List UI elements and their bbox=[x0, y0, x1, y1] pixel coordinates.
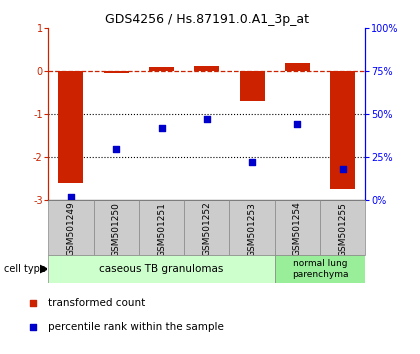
Point bbox=[203, 116, 210, 122]
Bar bbox=[285, 63, 310, 71]
Point bbox=[294, 122, 301, 127]
Point bbox=[339, 166, 346, 172]
Point bbox=[68, 194, 74, 199]
Bar bbox=[275, 255, 365, 283]
Bar bbox=[58, 71, 84, 183]
Bar bbox=[149, 67, 174, 71]
Text: GSM501250: GSM501250 bbox=[112, 202, 121, 257]
Bar bbox=[320, 200, 365, 255]
Bar bbox=[104, 71, 129, 73]
Bar bbox=[184, 200, 229, 255]
Text: caseous TB granulomas: caseous TB granulomas bbox=[100, 264, 224, 274]
Point bbox=[113, 146, 120, 152]
Title: GDS4256 / Hs.87191.0.A1_3p_at: GDS4256 / Hs.87191.0.A1_3p_at bbox=[105, 13, 309, 26]
Text: transformed count: transformed count bbox=[48, 298, 145, 308]
Polygon shape bbox=[40, 266, 47, 273]
Bar bbox=[194, 66, 219, 71]
Bar bbox=[94, 200, 139, 255]
Bar bbox=[240, 71, 265, 101]
Text: GSM501255: GSM501255 bbox=[338, 202, 347, 257]
Text: GSM501251: GSM501251 bbox=[157, 202, 166, 257]
Point bbox=[29, 325, 36, 330]
Bar bbox=[139, 200, 184, 255]
Text: GSM501254: GSM501254 bbox=[293, 202, 302, 256]
Point bbox=[158, 125, 165, 131]
Text: GSM501249: GSM501249 bbox=[66, 202, 76, 256]
Point bbox=[249, 159, 255, 165]
Text: percentile rank within the sample: percentile rank within the sample bbox=[48, 322, 224, 332]
Bar bbox=[48, 255, 275, 283]
Bar bbox=[48, 200, 94, 255]
Bar bbox=[229, 200, 275, 255]
Bar bbox=[275, 200, 320, 255]
Text: GSM501253: GSM501253 bbox=[248, 202, 257, 257]
Bar bbox=[330, 71, 355, 189]
Text: normal lung
parenchyma: normal lung parenchyma bbox=[292, 259, 348, 279]
Text: cell type: cell type bbox=[4, 264, 46, 274]
Point bbox=[29, 300, 36, 306]
Text: GSM501252: GSM501252 bbox=[202, 202, 211, 256]
